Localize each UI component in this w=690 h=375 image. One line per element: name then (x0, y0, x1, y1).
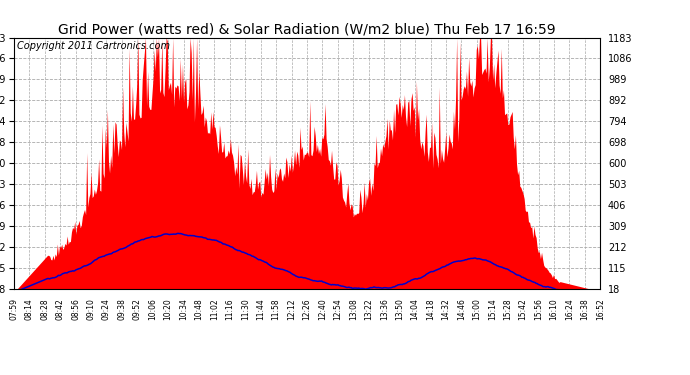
Title: Grid Power (watts red) & Solar Radiation (W/m2 blue) Thu Feb 17 16:59: Grid Power (watts red) & Solar Radiation… (58, 22, 556, 36)
Text: Copyright 2011 Cartronics.com: Copyright 2011 Cartronics.com (17, 41, 170, 51)
